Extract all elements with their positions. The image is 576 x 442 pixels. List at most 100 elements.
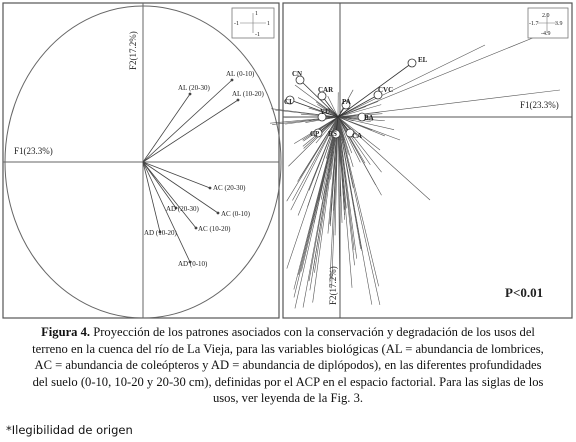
vector-label: AD (20-30) <box>166 205 200 213</box>
group-centroid <box>357 112 367 122</box>
vector-tip <box>158 230 162 234</box>
legend-label: -1 <box>234 21 239 27</box>
group-label: YU <box>320 108 330 116</box>
significance: P<0.01 <box>505 285 543 300</box>
projection-line <box>337 116 373 121</box>
group-centroid <box>313 128 323 138</box>
projection-line <box>337 116 362 249</box>
group-centroid <box>331 129 341 139</box>
axis-label: F1(23.3%) <box>14 146 53 156</box>
projection-line <box>337 116 355 266</box>
vector-tip <box>174 206 178 210</box>
note: *Ilegibilidad de origen <box>6 423 133 437</box>
projection-line <box>337 116 376 186</box>
projection-line <box>337 116 371 165</box>
projection-line <box>294 84 339 118</box>
vector-tip <box>236 98 240 102</box>
group-centroid <box>317 91 327 101</box>
projection-line <box>288 116 339 167</box>
group-centroid <box>295 75 305 85</box>
group-label: PA <box>342 98 351 106</box>
legend-label: -1.7 <box>529 21 539 27</box>
axis-label: F1(23.3%) <box>520 100 559 110</box>
legend-label: -1 <box>255 32 260 38</box>
group-label: BA <box>364 114 374 122</box>
vector-label: AC (10-20) <box>198 225 231 233</box>
projection-line <box>312 116 339 303</box>
group-centroid <box>373 90 383 100</box>
group-centroid <box>345 128 355 138</box>
group-label: CA <box>352 132 362 140</box>
group-label: CAR <box>318 86 334 94</box>
vector <box>142 99 239 163</box>
vector-label: AL (0-10) <box>226 70 255 78</box>
projection-line <box>286 116 339 269</box>
caption-text: Proyección de los patrones asociados con… <box>90 325 535 339</box>
projection-line <box>337 44 486 118</box>
group-label: CI <box>284 98 292 106</box>
vector-tip <box>188 260 192 264</box>
caption-text: del suelo (0-10, 10-20 y 20-30 cm), defi… <box>32 374 544 389</box>
legend-label: 1 <box>267 21 270 27</box>
caption-text: AC = abundancia de coleópteros y AD = ab… <box>34 358 542 372</box>
caption-label: Figura 4. <box>41 325 91 339</box>
projection-line <box>316 116 339 131</box>
vector <box>142 161 177 209</box>
vector <box>142 79 233 163</box>
vector <box>142 161 197 229</box>
vector <box>142 161 211 189</box>
vector-tip <box>188 92 192 96</box>
projection-line <box>312 116 339 271</box>
vector-tip <box>216 211 220 215</box>
group-line <box>321 95 339 118</box>
axis-label: F2(17.2%) <box>328 266 338 305</box>
projection-line <box>315 116 339 144</box>
group-label: RS <box>328 130 337 138</box>
vector-label: AC (20-30) <box>213 184 246 192</box>
projection-line <box>271 108 339 118</box>
figure: F1(23.3%) F2(17.2%) 1 -1 1 -1 F1(23.3%) … <box>2 2 573 319</box>
vector-label: AC (0-10) <box>221 210 251 218</box>
projection-line <box>327 95 339 118</box>
vector-tip <box>230 78 234 82</box>
legend-label: 3.9 <box>555 21 563 27</box>
vector <box>142 161 191 263</box>
projection-line <box>337 116 361 163</box>
group-centroid <box>317 112 327 122</box>
projection-line <box>337 116 381 151</box>
projection-line <box>292 116 339 201</box>
caption-text: usos, ver leyenda de la Fig. 3. <box>212 391 364 405</box>
group-line <box>289 99 339 118</box>
vector-label: AD (10-20) <box>144 229 178 237</box>
group-label: CP <box>310 130 320 138</box>
projection-line <box>270 116 339 124</box>
projection-line <box>337 116 401 141</box>
group-label: EL <box>418 56 428 64</box>
caption: Figura 4. Proyección de los patrones aso… <box>8 324 568 407</box>
legend-label: 2.0 <box>542 13 550 19</box>
group-label: CVC <box>378 86 393 94</box>
projection-line <box>308 116 339 282</box>
vector-label: AD (0-10) <box>178 260 208 268</box>
vector-tip <box>194 226 198 230</box>
right-frame <box>282 2 573 319</box>
vector <box>142 161 161 233</box>
group-centroid <box>341 100 351 110</box>
projection-line <box>286 116 339 202</box>
projection-line <box>337 116 358 259</box>
group-line <box>337 94 379 118</box>
projection-line <box>337 116 341 282</box>
projection-line <box>337 116 379 287</box>
vector <box>142 93 191 163</box>
projection-line <box>290 116 339 211</box>
caption-text: terreno en la cuenca del río de La Vieja… <box>32 341 544 356</box>
projection-line <box>337 116 366 164</box>
legend-label: 1 <box>255 11 258 17</box>
group-label: CN <box>292 70 302 78</box>
vector-tip <box>208 186 212 190</box>
group-line <box>337 62 413 118</box>
axis-label: F2(17.2%) <box>128 31 138 70</box>
projection-line <box>337 89 561 118</box>
group-centroid <box>407 58 417 68</box>
